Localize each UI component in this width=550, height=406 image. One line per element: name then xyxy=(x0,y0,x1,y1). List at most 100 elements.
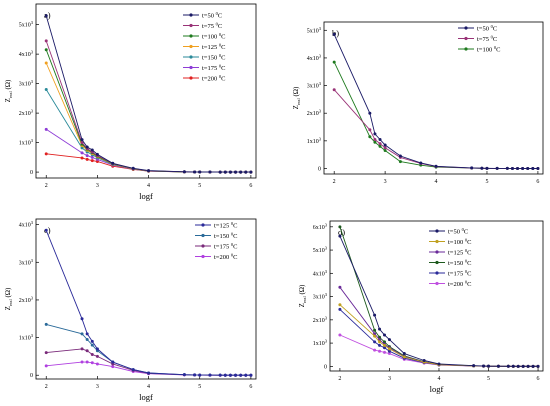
data-point xyxy=(495,166,499,170)
data-point xyxy=(182,373,186,377)
data-point xyxy=(193,170,197,174)
data-point xyxy=(80,317,84,321)
legend-entry: t=200 0C xyxy=(214,252,237,261)
data-point xyxy=(378,340,382,344)
plot-frame xyxy=(329,220,544,372)
data-point xyxy=(182,170,186,174)
data-point xyxy=(332,32,336,36)
data-point xyxy=(536,166,540,170)
data-point xyxy=(95,152,99,156)
data-point xyxy=(487,364,491,368)
data-point xyxy=(387,349,391,353)
y-axis-label: Zreal (Ω) xyxy=(292,86,301,109)
x-tick-label: 4 xyxy=(437,376,440,382)
chart-panel: 2 3 4 5 6 0 1x103 2x103 3x103 4x103 5x103 logf Zreal… xyxy=(4,3,257,201)
data-point xyxy=(332,60,336,64)
y-tick-label: 2x103 xyxy=(19,295,34,304)
series-line xyxy=(339,334,538,367)
data-point xyxy=(338,285,342,289)
data-point xyxy=(472,364,476,368)
data-point xyxy=(80,156,84,160)
data-point xyxy=(434,164,438,168)
x-tick-label: 2 xyxy=(45,183,48,189)
data-point xyxy=(80,138,84,142)
chart-panel: 2 3 4 5 6 0 1x103 2x103 3x103 4x103 5x103 6x103 logf… xyxy=(298,220,544,394)
y-tick-label: 3x103 xyxy=(19,258,34,267)
data-point xyxy=(80,146,84,150)
data-point xyxy=(249,170,253,174)
series-line xyxy=(339,287,538,367)
data-point xyxy=(85,349,89,353)
legend-entry: t=175 0C xyxy=(202,63,225,72)
data-point xyxy=(90,148,94,152)
data-point xyxy=(80,141,84,145)
data-point xyxy=(228,373,232,377)
data-point xyxy=(378,144,382,148)
legend-entry: t=150 0C xyxy=(202,53,225,62)
data-point xyxy=(131,368,135,372)
legend-swatch-marker xyxy=(435,260,439,265)
series-line xyxy=(333,61,538,169)
y-tick-label: 5x103 xyxy=(313,246,328,255)
chart-panel: 2 3 4 5 6 0 1x103 2x103 3x103 4x103 5x103 Zreal (Ω)… xyxy=(292,21,544,185)
data-point xyxy=(85,332,89,336)
data-point xyxy=(95,347,99,351)
legend-entry: t=50 0C xyxy=(477,24,497,33)
y-tick-label: 0 xyxy=(324,364,327,370)
legend-swatch-marker xyxy=(435,239,439,244)
data-point xyxy=(510,166,514,170)
y-tick-label: 4x103 xyxy=(313,269,328,278)
data-point xyxy=(402,352,406,356)
data-point xyxy=(239,170,243,174)
y-tick-label: 4x103 xyxy=(307,53,322,62)
x-tick-label: 3 xyxy=(388,376,391,382)
x-axis-label: logf xyxy=(139,191,153,201)
data-point xyxy=(85,157,89,161)
plot-frame xyxy=(35,218,257,380)
data-point xyxy=(516,364,520,368)
y-tick-label: 2x103 xyxy=(307,109,322,118)
y-tick-label: 4x103 xyxy=(19,50,34,59)
series-line xyxy=(333,34,538,169)
data-point xyxy=(111,161,115,165)
y-tick-label: 1x103 xyxy=(19,333,34,342)
x-tick-label: 4 xyxy=(435,179,438,185)
data-point xyxy=(332,88,336,92)
legend-entry: t=150 0C xyxy=(448,258,471,267)
legend-entry: t=125 0C xyxy=(214,221,237,230)
x-tick-label: 2 xyxy=(45,384,48,390)
data-point xyxy=(373,328,377,332)
legend-swatch-marker xyxy=(189,65,193,70)
legend-swatch-marker xyxy=(201,223,205,227)
data-point xyxy=(373,348,377,352)
data-point xyxy=(44,127,48,131)
x-tick-label: 6 xyxy=(249,384,252,390)
data-point xyxy=(526,166,530,170)
data-point xyxy=(516,166,520,170)
series-line xyxy=(339,309,538,367)
data-point xyxy=(80,151,84,155)
data-point xyxy=(239,373,243,377)
legend-swatch-marker xyxy=(464,47,468,51)
data-point xyxy=(90,343,94,347)
data-point xyxy=(378,343,382,347)
data-point xyxy=(44,152,48,156)
series-line xyxy=(46,348,251,376)
y-tick-label: 3x103 xyxy=(313,292,328,301)
data-point xyxy=(506,364,510,368)
data-point xyxy=(373,332,377,336)
data-point xyxy=(147,371,151,375)
y-tick-label: 5x103 xyxy=(19,20,34,29)
legend-entry: t=200 0C xyxy=(202,74,225,83)
y-axis-label: Zreal (Ω) xyxy=(4,287,13,310)
data-point xyxy=(90,159,94,163)
data-point xyxy=(218,170,222,174)
legend-swatch-marker xyxy=(464,36,468,41)
data-point xyxy=(234,170,238,174)
data-point xyxy=(338,234,342,238)
legend-swatch-marker xyxy=(189,23,193,28)
series-line xyxy=(339,235,538,367)
data-point xyxy=(223,373,227,377)
data-point xyxy=(244,170,248,174)
